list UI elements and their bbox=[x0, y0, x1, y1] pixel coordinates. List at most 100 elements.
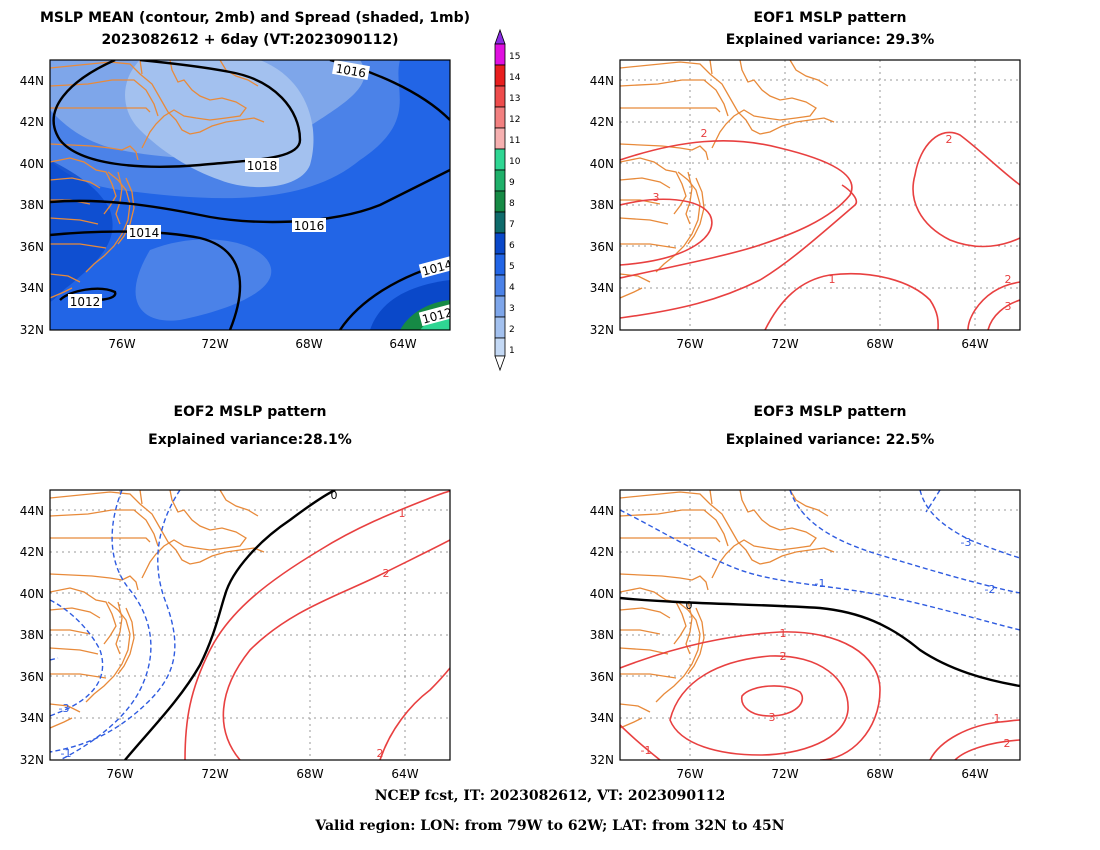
lon-label: 72W bbox=[771, 337, 798, 351]
panel1-title: MSLP MEAN (contour, 2mb) and Spread (sha… bbox=[40, 10, 470, 48]
p3-contour-label: 2 bbox=[383, 567, 390, 580]
lon-label: 68W bbox=[296, 767, 323, 781]
lon-label: 64W bbox=[961, 337, 988, 351]
p1-contour-label: 1016 bbox=[294, 219, 325, 233]
panel2-title: EOF1 MSLP pattern Explained variance: 29… bbox=[620, 10, 1040, 48]
lon-label: 64W bbox=[389, 337, 416, 351]
lat-label: 36N bbox=[20, 670, 44, 684]
lat-label: 34N bbox=[20, 281, 44, 295]
lat-label: 44N bbox=[20, 504, 44, 518]
lon-label: 68W bbox=[866, 337, 893, 351]
lat-label: 36N bbox=[590, 240, 614, 254]
p4-contour-label: 0 bbox=[686, 599, 693, 612]
lat-label: 34N bbox=[20, 711, 44, 725]
lat-label: 32N bbox=[20, 753, 44, 767]
p3-contour-label: 0 bbox=[331, 489, 338, 502]
p1-contour-label: 1012 bbox=[70, 295, 101, 309]
p2-contour-label: 2 bbox=[701, 127, 708, 140]
colorbar-label: 7 bbox=[509, 220, 515, 230]
lon-label: 64W bbox=[961, 767, 988, 781]
p1-contour-label: 1018 bbox=[247, 159, 278, 173]
p4-contour-label: 1 bbox=[994, 712, 1001, 725]
lon-label: 68W bbox=[866, 767, 893, 781]
lon-label: 68W bbox=[295, 337, 322, 351]
p1-contour-label: 1014 bbox=[421, 257, 454, 278]
lat-label: 42N bbox=[20, 545, 44, 559]
colorbar-label: 3 bbox=[509, 304, 515, 314]
lat-label: 32N bbox=[590, 323, 614, 337]
panel3-title-line1: EOF2 MSLP pattern bbox=[173, 404, 327, 420]
p3-contour-label: -3 bbox=[59, 702, 70, 715]
panel1-title-line1: MSLP MEAN (contour, 2mb) and Spread (sha… bbox=[40, 10, 470, 26]
panel2-title-line1: EOF1 MSLP pattern bbox=[753, 10, 907, 26]
lon-label: 76W bbox=[108, 337, 135, 351]
p3-contour-label: 2 bbox=[377, 747, 384, 760]
p4-contour-label: -3 bbox=[961, 536, 972, 549]
p1-contour-label: 1016 bbox=[335, 61, 368, 80]
lat-label: 40N bbox=[590, 157, 614, 171]
panel4-lat-labels: 44N 42N 40N 38N 36N 34N 32N bbox=[590, 504, 614, 767]
lon-label: 72W bbox=[201, 337, 228, 351]
p4-gridlines bbox=[620, 490, 1020, 760]
colorbar-label: 15 bbox=[509, 52, 520, 62]
lat-label: 38N bbox=[20, 198, 44, 212]
lat-label: 44N bbox=[20, 74, 44, 88]
panel1-lon-labels: 76W 72W 68W 64W bbox=[108, 337, 416, 351]
p4-contour-label: 2 bbox=[1004, 737, 1011, 750]
p2-contour-label: 2 bbox=[1005, 273, 1012, 286]
lat-label: 34N bbox=[590, 711, 614, 725]
p1-contour-label: 1014 bbox=[129, 226, 160, 240]
p3-contour-label: 1 bbox=[399, 507, 406, 520]
p4-contour-label: 3 bbox=[769, 711, 776, 724]
panel4-title-line1: EOF3 MSLP pattern bbox=[753, 404, 907, 420]
colorbar-label: 1 bbox=[509, 346, 515, 356]
lat-label: 40N bbox=[20, 157, 44, 171]
lat-label: 36N bbox=[590, 670, 614, 684]
lat-label: 36N bbox=[20, 240, 44, 254]
p2-gridlines bbox=[620, 60, 1020, 330]
footer-line2: Valid region: LON: from 79W to 62W; LAT:… bbox=[315, 818, 785, 834]
lat-label: 44N bbox=[590, 504, 614, 518]
lon-label: 64W bbox=[391, 767, 418, 781]
colorbar-label: 10 bbox=[509, 157, 521, 167]
colorbar-label: 14 bbox=[509, 73, 521, 83]
panel1-map: 1016 1018 1016 1014 1014 1012 1012 44N 4… bbox=[20, 59, 454, 351]
colorbar-label: 11 bbox=[509, 136, 520, 146]
lat-label: 42N bbox=[590, 545, 614, 559]
panel2-map: 2 2 3 1 2 3 44N 42N 40N 38N 36N 34N 32N … bbox=[590, 59, 1021, 351]
colorbar-label: 5 bbox=[509, 262, 515, 272]
lon-label: 76W bbox=[676, 767, 703, 781]
panel4-title-line2: Explained variance: 22.5% bbox=[725, 432, 935, 448]
colorbar: 1 2 3 4 5 6 7 8 9 10 11 12 13 14 15 bbox=[494, 28, 521, 372]
panel1-title-line2: 2023082612 + 6day (VT:2023090112) bbox=[101, 32, 399, 48]
panel3-lon-labels: 76W 72W 68W 64W bbox=[106, 767, 418, 781]
p2-contour-label: 3 bbox=[653, 191, 660, 204]
p3-gridlines bbox=[50, 490, 450, 760]
colorbar-label: 8 bbox=[509, 199, 515, 209]
p4-contour-label: -1 bbox=[815, 577, 826, 590]
panel3-map: 0 1 2 2 -3 -1 44N 42N 40N 38N 36N 34N 32… bbox=[20, 489, 451, 781]
lat-label: 38N bbox=[590, 628, 614, 642]
panel4-lon-labels: 76W 72W 68W 64W bbox=[676, 767, 988, 781]
colorbar-label: 6 bbox=[509, 241, 515, 251]
lat-label: 44N bbox=[590, 74, 614, 88]
lon-label: 76W bbox=[106, 767, 133, 781]
lat-label: 38N bbox=[20, 628, 44, 642]
p4-contour-label: 1 bbox=[780, 627, 787, 640]
colorbar-label: 4 bbox=[509, 283, 515, 293]
lat-label: 40N bbox=[20, 587, 44, 601]
p1-contour-label: 1012 bbox=[421, 305, 454, 326]
p4-contour-label: -1 bbox=[641, 744, 652, 757]
lat-label: 42N bbox=[590, 115, 614, 129]
colorbar-label: 12 bbox=[509, 115, 520, 125]
p4-contour-label: 2 bbox=[780, 650, 787, 663]
panel1-lat-labels: 44N 42N 40N 38N 36N 34N 32N bbox=[20, 74, 44, 337]
p4-contour-label: -2 bbox=[985, 583, 996, 596]
colorbar-label: 2 bbox=[509, 325, 515, 335]
lon-label: 72W bbox=[201, 767, 228, 781]
panel4-map: 0 1 2 3 1 2 -1 -2 -3 -1 44N 42N 40N 38N … bbox=[590, 489, 1021, 781]
panel3-title-line2: Explained variance:28.1% bbox=[148, 432, 352, 448]
lat-label: 38N bbox=[590, 198, 614, 212]
panel2-lon-labels: 76W 72W 68W 64W bbox=[676, 337, 988, 351]
